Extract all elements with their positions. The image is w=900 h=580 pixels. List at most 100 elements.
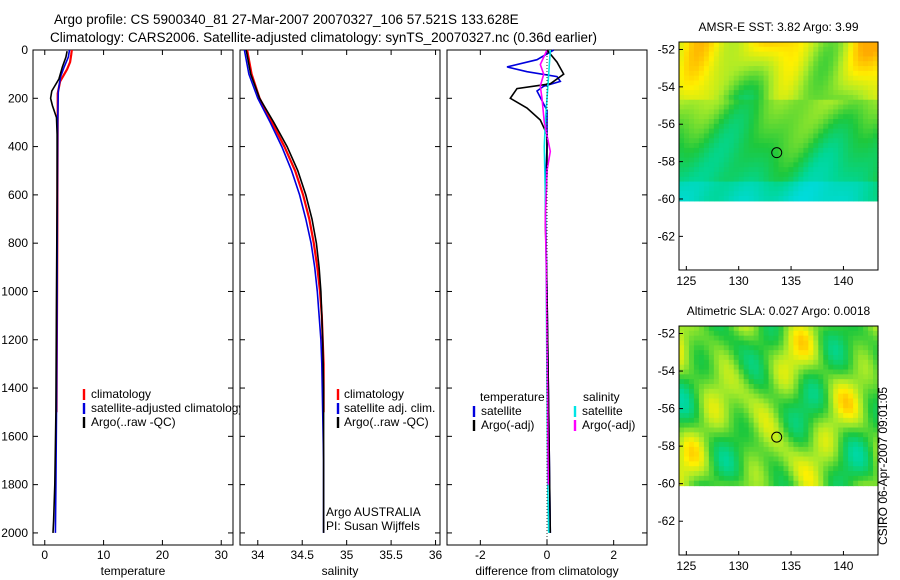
map-cell-sla_map [773, 466, 780, 472]
map-cell-sla_map [718, 364, 725, 371]
map-cell-sla_map [743, 475, 750, 482]
map-cell-sla_map [828, 471, 834, 477]
map-cell-sla_map [818, 340, 824, 346]
map-cell-sst_map [733, 75, 740, 82]
map-cell-sla_map [868, 374, 874, 380]
map-cell-sst_map [763, 46, 770, 53]
map-cell-sst_map [863, 99, 869, 106]
map-cell-sst_map [838, 109, 844, 115]
map-cell-sla_map [733, 403, 740, 409]
map-cell-sst_map [793, 181, 799, 188]
map-cell-sla_map [833, 451, 839, 458]
map-cell-sla_map [748, 456, 755, 462]
map-cell-sst_map [708, 94, 715, 101]
map-cell-sla_map [798, 466, 804, 472]
map-cell-sst_map [813, 176, 819, 183]
map-cell-sst_map [848, 42, 854, 48]
map-cell-sla_map [688, 398, 695, 404]
map-cell-sst_map [873, 46, 879, 53]
map-cell-sla_map [863, 408, 869, 414]
map-cell-sst_map [723, 75, 730, 82]
map-cell-sst_map [703, 176, 710, 183]
map-cell-sst_map [688, 61, 695, 67]
map-cell-sst_map [743, 176, 750, 183]
map-cell-sla_map [688, 451, 695, 458]
map-cell-sst_map [808, 167, 814, 173]
map-cell-sst_map [848, 119, 854, 125]
map-cell-sst_map [868, 114, 874, 120]
map-cell-sla_map [698, 355, 705, 361]
map-cell-sla_map [803, 466, 809, 472]
map-cell-sst_map [723, 99, 730, 106]
map-cell-sst_map [808, 56, 814, 62]
map-cell-sla_map [868, 432, 874, 438]
map-cell-sla_map [808, 422, 814, 429]
map-cell-sla_map [733, 326, 740, 332]
map-cell-sst_map [803, 90, 809, 96]
map-cell-sst_map [733, 123, 740, 130]
map-cell-sst_map [688, 66, 695, 72]
map-cell-sla_map [853, 364, 859, 371]
map-cell-sla_map [833, 446, 839, 453]
map-cell-sst_map [818, 109, 824, 115]
map-cell-sla_map [778, 345, 785, 351]
map-cell-sla_map [698, 359, 705, 366]
map-cell-sla_map [838, 364, 844, 371]
map-cell-sst_map [708, 114, 715, 120]
map-cell-sst_map [798, 128, 804, 135]
map-cell-sla_map [718, 432, 725, 438]
map-cell-sst_map [733, 104, 740, 110]
map-cell-sla_map [808, 335, 814, 342]
map-y-tick-label-sst_map: -54 [658, 80, 676, 94]
map-cell-sla_map [723, 379, 730, 385]
map-cell-sst_map [683, 66, 690, 72]
map-cell-sla_map [763, 364, 770, 371]
map-cell-sst_map [763, 51, 770, 58]
map-cell-sla_map [763, 456, 770, 462]
map-cell-sst_map [728, 66, 735, 72]
map-cell-sst_map [693, 128, 700, 135]
map-cell-sst_map [858, 75, 864, 82]
map-cell-sst_map [743, 191, 750, 197]
map-cell-sla_map [788, 326, 795, 332]
map-cell-sla_map [773, 374, 780, 380]
map-cell-sla_map [783, 461, 790, 467]
map-cell-sla_map [713, 359, 720, 366]
map-cell-sla_map [793, 369, 799, 375]
map-cell-sst_map [693, 90, 700, 96]
map-cell-sla_map [723, 330, 730, 337]
map-cell-sst_map [808, 133, 814, 139]
map-cell-sst_map [788, 143, 795, 149]
map-cell-sst_map [848, 171, 854, 178]
map-cell-sla_map [768, 369, 775, 375]
map-cell-sst_map [768, 186, 775, 192]
map-cell-sla_map [748, 475, 755, 482]
map-cell-sla_map [873, 456, 879, 462]
map-cell-sst_map [793, 66, 799, 72]
map-cell-sla_map [708, 437, 715, 443]
map-cell-sla_map [848, 480, 854, 487]
map-cell-sla_map [713, 413, 720, 419]
map-cell-sst_map [813, 70, 819, 77]
map-cell-sla_map [758, 475, 765, 482]
map-cell-sst_map [873, 181, 879, 188]
map-cell-sst_map [723, 133, 730, 139]
map-cell-sst_map [798, 61, 804, 67]
map-cell-sst_map [698, 85, 705, 91]
map-cell-sst_map [858, 99, 864, 106]
map-cell-sst_map [698, 152, 705, 159]
map-cell-sst_map [683, 109, 690, 115]
map-cell-sst_map [698, 167, 705, 173]
map-cell-sla_map [808, 461, 814, 467]
map-cell-sla_map [788, 437, 795, 443]
map-cell-sst_map [758, 191, 765, 197]
map-cell-sst_map [823, 46, 829, 53]
map-cell-sla_map [838, 432, 844, 438]
map-cell-sla_map [848, 369, 854, 375]
map-cell-sst_map [708, 171, 715, 178]
map-cell-sla_map [728, 330, 735, 337]
y-tick-label-depth: 0 [21, 43, 28, 57]
map-cell-sla_map [833, 388, 839, 395]
map-cell-sst_map [833, 66, 839, 72]
map-cell-sst_map [838, 85, 844, 91]
